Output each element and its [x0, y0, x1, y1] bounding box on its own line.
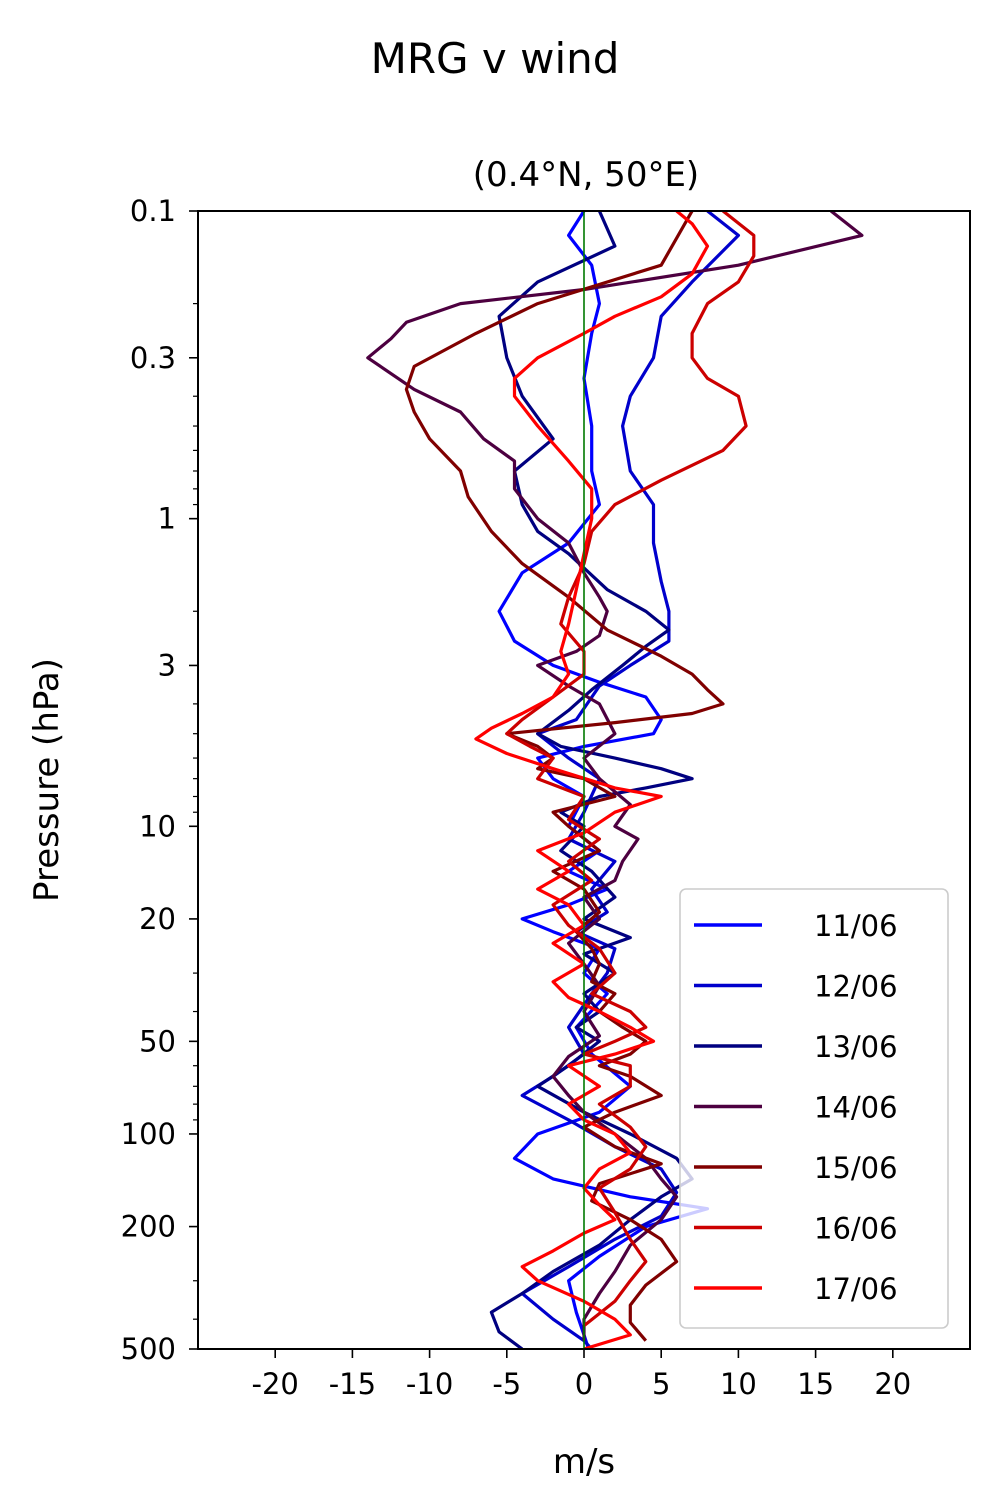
y-tick-label: 20	[139, 902, 176, 936]
legend-label: 17/06	[814, 1272, 898, 1306]
x-tick-label: 10	[720, 1367, 757, 1401]
x-axis-label: m/s	[553, 1442, 615, 1482]
y-tick-label: 10	[139, 809, 176, 843]
x-tick-label: -15	[329, 1367, 376, 1401]
figure-title: MRG v wind	[371, 34, 620, 83]
y-tick-label: 200	[121, 1210, 176, 1244]
y-tick-label: 100	[121, 1117, 176, 1151]
series-line-14-06	[366, 211, 864, 1341]
x-tick-label: 20	[874, 1367, 911, 1401]
legend-label: 13/06	[814, 1030, 898, 1064]
axes-frame	[197, 210, 971, 1350]
legend-label: 16/06	[814, 1212, 898, 1246]
legend-label: 12/06	[814, 970, 898, 1004]
series-line-16-06	[505, 211, 756, 1327]
x-tick-label: 0	[575, 1367, 593, 1401]
x-tick-label: -20	[252, 1367, 299, 1401]
series-line-17-06	[474, 211, 710, 1349]
series-layer	[366, 211, 864, 1349]
y-axis-label: Pressure (hPa)	[27, 658, 67, 902]
x-tick-label: -10	[406, 1367, 453, 1401]
series-line-12-06	[520, 211, 740, 1349]
axes-title: (0.4°N, 50°E)	[473, 155, 699, 195]
x-tick-label: -5	[492, 1367, 521, 1401]
x-tick-label: 15	[797, 1367, 834, 1401]
legend-label: 15/06	[814, 1151, 898, 1185]
y-tick-label: 0.3	[130, 341, 176, 375]
legend-box	[679, 888, 949, 1329]
legend-label: 11/06	[814, 909, 898, 943]
x-tick-label: 5	[652, 1367, 670, 1401]
y-tick-label: 500	[121, 1332, 176, 1366]
legend: 11/06 12/06 13/06 14/06 15/06 16/06 17/06	[679, 888, 949, 1329]
y-tick-label: 3	[158, 648, 176, 682]
series-line-15-06	[404, 211, 725, 1342]
axis-ticks: -20 -15 -10 -5 0 5 10 15 20 0.1 0.3 1 3 10 20 50 100 200 5…	[121, 194, 912, 1401]
y-tick-label: 0.1	[130, 194, 176, 228]
y-tick-label: 1	[158, 502, 176, 536]
legend-label: 14/06	[814, 1091, 898, 1125]
y-tick-label: 50	[139, 1024, 176, 1058]
